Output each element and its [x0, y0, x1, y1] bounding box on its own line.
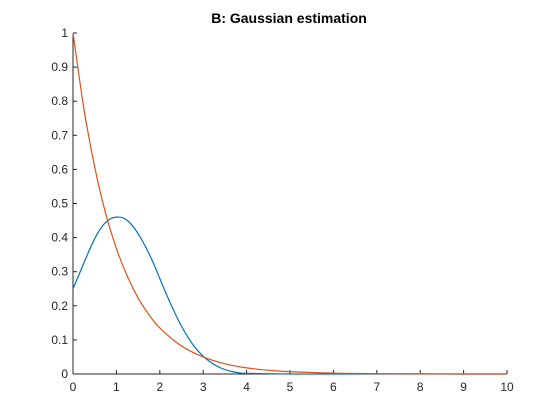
series-line-2 — [72, 32, 508, 375]
x-tick-label: 5 — [287, 380, 294, 394]
y-tick-label: 0.4 — [51, 231, 68, 245]
y-tick-label: 0.1 — [51, 333, 68, 347]
chart-title: B: Gaussian estimation — [211, 10, 367, 26]
y-tick-label: 0 — [61, 367, 68, 381]
x-tick-label: 9 — [460, 380, 467, 394]
series-line-1 — [72, 216, 508, 375]
x-tick-label: 2 — [156, 380, 163, 394]
x-tick-label: 8 — [417, 380, 424, 394]
y-tick-label: 1 — [61, 26, 68, 40]
y-tick-label: 0.5 — [51, 197, 68, 211]
axes: 0 1 2 3 4 5 6 7 8 9 10 0 0.1 0.2 0.3 0.4 0.5 0.6 0.7 0.8 0.9… — [51, 26, 514, 394]
y-tick-label: 0.9 — [51, 60, 68, 74]
x-tick-label: 7 — [373, 380, 380, 394]
x-tick-label: 1 — [113, 380, 120, 394]
y-tick-label: 0.7 — [51, 128, 68, 142]
y-tick-label: 0.3 — [51, 265, 68, 279]
y-tick-label: 0.8 — [51, 94, 68, 108]
x-tick-label: 6 — [330, 380, 337, 394]
x-tick-label: 3 — [200, 380, 207, 394]
y-tick-label: 0.6 — [51, 162, 68, 176]
x-tick-label: 10 — [500, 380, 514, 394]
x-tick-label: 0 — [70, 380, 77, 394]
series-layer — [72, 32, 508, 375]
x-tick-label: 4 — [243, 380, 250, 394]
y-tick-label: 0.2 — [51, 299, 68, 313]
